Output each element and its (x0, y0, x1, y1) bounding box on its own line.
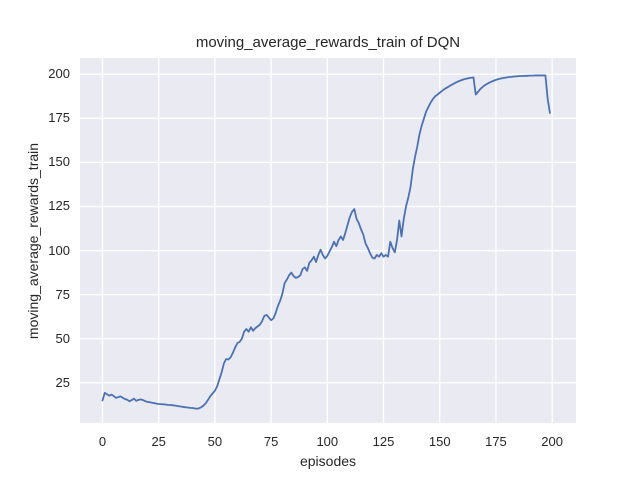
y-tick-label: 25 (55, 374, 70, 390)
x-tick-label: 75 (263, 434, 279, 449)
x-tick-label: 125 (372, 434, 395, 449)
line-chart-svg (80, 58, 576, 423)
y-tick-label: 50 (55, 330, 70, 346)
y-tick-label: 75 (55, 286, 70, 302)
x-tick-label: 200 (541, 434, 563, 449)
x-axis-label: episodes (299, 453, 357, 469)
x-tick-label: 0 (98, 434, 107, 449)
x-tick-label: 100 (316, 434, 339, 449)
x-tick-label: 175 (485, 434, 507, 449)
y-tick-label: 125 (48, 198, 70, 214)
y-tick-label: 200 (48, 66, 70, 82)
x-tick-label: 150 (428, 434, 451, 449)
x-tick-label: 25 (151, 434, 166, 449)
y-tick-label: 150 (48, 154, 70, 170)
x-tick-label: 50 (207, 434, 223, 449)
chart-title: moving_average_rewards_train of DQN (195, 34, 461, 51)
reward-line-series (101, 74, 551, 410)
y-tick-label: 175 (48, 110, 70, 126)
plot-area (80, 58, 576, 423)
y-tick-label: 100 (48, 242, 70, 258)
